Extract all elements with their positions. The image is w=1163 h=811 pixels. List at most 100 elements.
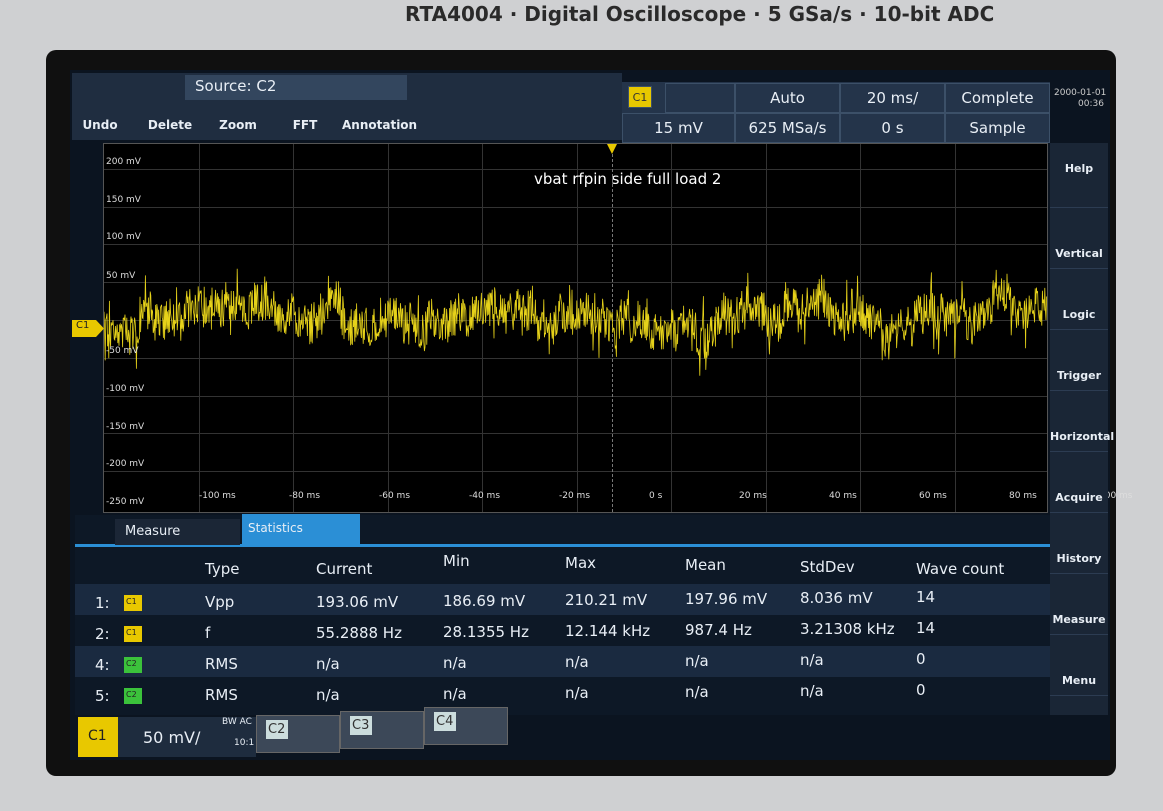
cell-value: 210.21 mV [565,591,647,609]
side-menu-button[interactable]: History [1050,516,1108,574]
side-menu-button[interactable]: Logic [1050,272,1108,330]
column-header: Min [443,552,470,570]
cell-value: 14 [916,588,935,606]
row-index: 5: [95,687,110,705]
side-menu-button[interactable]: Horizontal [1050,394,1108,452]
x-axis-label: 80 ms [1009,491,1037,501]
channel-name: C2 [266,720,288,739]
channel-name: C1 [88,728,107,744]
x-axis-label: -100 ms [199,491,236,501]
cell-value: n/a [443,654,467,672]
cell-value: 186.69 mV [443,592,525,610]
side-menu-button[interactable]: Trigger [1050,333,1108,391]
x-axis-label: 0 s [649,491,662,501]
cell-value: n/a [800,682,824,700]
cell-value: 55.2888 Hz [316,624,402,642]
time-offset[interactable]: 0 s [840,113,945,143]
column-header: Current [316,560,372,578]
cell-value: n/a [565,653,589,671]
x-axis-label: -40 ms [469,491,500,501]
side-menu-button[interactable]: Menu [1050,638,1108,696]
table-row[interactable] [75,615,1050,646]
trigger-mode[interactable]: Auto [735,83,840,113]
cell-value: 0 [916,650,926,668]
cell-value: 0 [916,681,926,699]
x-axis-label: -60 ms [379,491,410,501]
row-index: 4: [95,656,110,674]
time-scale-text: 20 ms/ [841,84,944,112]
side-menu-button[interactable]: Acquire [1050,455,1108,513]
cell-value: n/a [565,684,589,702]
y-axis-label: 200 mV [106,157,141,167]
cell-value: 28.1355 Hz [443,623,529,641]
side-menu-button[interactable]: Measure [1050,577,1108,635]
acq-mode[interactable]: Sample [945,113,1050,143]
y-axis-label: -150 mV [106,422,144,432]
side-menu-label: Logic [1050,308,1108,321]
side-menu-label: Vertical [1050,247,1108,260]
tab-label: Measure [125,524,180,539]
side-menu-label: Help [1050,162,1108,175]
y-axis-label: -100 mV [106,384,144,394]
row-type: RMS [205,686,238,704]
side-menu-label: Menu [1050,674,1108,687]
cell-value: n/a [316,686,340,704]
cell-value: 987.4 Hz [685,621,752,639]
channel-name: C3 [350,716,372,735]
column-header: Mean [685,556,726,574]
trigger-level[interactable]: 15 mV [622,113,735,143]
sample-rate[interactable]: 625 MSa/s [735,113,840,143]
row-index: 2: [95,625,110,643]
channel-name: C4 [434,712,456,731]
clock-time: 00:36 [1078,99,1104,109]
cell-value: 197.96 mV [685,590,767,608]
side-menu-label: Horizontal [1050,430,1108,443]
row-source: C1 [124,595,142,611]
tab-label: Statistics [248,521,303,535]
trigger-level-text: 15 mV [623,114,734,142]
row-type: f [205,624,210,642]
column-header: Type [205,560,239,578]
cell-value: n/a [316,655,340,673]
channel-scale: 50 mV/ [143,728,200,747]
column-header: Wave count [916,560,1004,578]
y-axis-label: -250 mV [106,497,144,507]
acq-status[interactable]: Complete [945,83,1050,113]
cell-value: 3.21308 kHz [800,620,895,638]
column-header: StdDev [800,558,855,576]
side-menu-label: History [1050,552,1108,565]
trigger-edge[interactable] [665,83,735,113]
row-type: RMS [205,655,238,673]
x-axis-label: -80 ms [289,491,320,501]
time-scale[interactable]: 20 ms/ [840,83,945,113]
toolbar-label: Delete [140,118,200,132]
clock-date: 2000-01-01 [1054,88,1106,98]
device-title: RTA4004 · Digital Oscilloscope · 5 GSa/s… [405,2,994,26]
channel-badge[interactable]: C1 [628,86,652,108]
toolbar-label: Zoom [208,118,268,132]
oscilloscope: 200 mV150 mV100 mV50 mV-50 mV-100 mV-150… [0,0,1163,811]
toolbar-label: FFT [275,118,335,132]
cell-value: 8.036 mV [800,589,873,607]
side-menu-label: Acquire [1050,491,1108,504]
row-source: C2 [124,657,142,673]
side-menu-button[interactable]: Vertical [1050,211,1108,269]
y-axis-label: -50 mV [106,346,138,356]
row-index: 1: [95,594,110,612]
acq-status-text: Complete [946,84,1049,112]
trigger-mode-text: Auto [736,84,839,112]
side-menu-button[interactable]: Help [1050,150,1108,208]
channel-bandwidth: BW AC [222,717,252,727]
cell-value: 12.144 kHz [565,622,650,640]
toolbar-label: Annotation [342,118,402,132]
cell-value: n/a [685,652,709,670]
x-axis-label: 20 ms [739,491,767,501]
x-axis-label: 60 ms [919,491,947,501]
y-axis-label: -200 mV [106,459,144,469]
cell-value: n/a [685,683,709,701]
toolbar-label: Undo [70,118,130,132]
cell-value: 193.06 mV [316,593,398,611]
page: 200 mV150 mV100 mV50 mV-50 mV-100 mV-150… [0,0,1163,811]
waveform [104,144,1047,512]
